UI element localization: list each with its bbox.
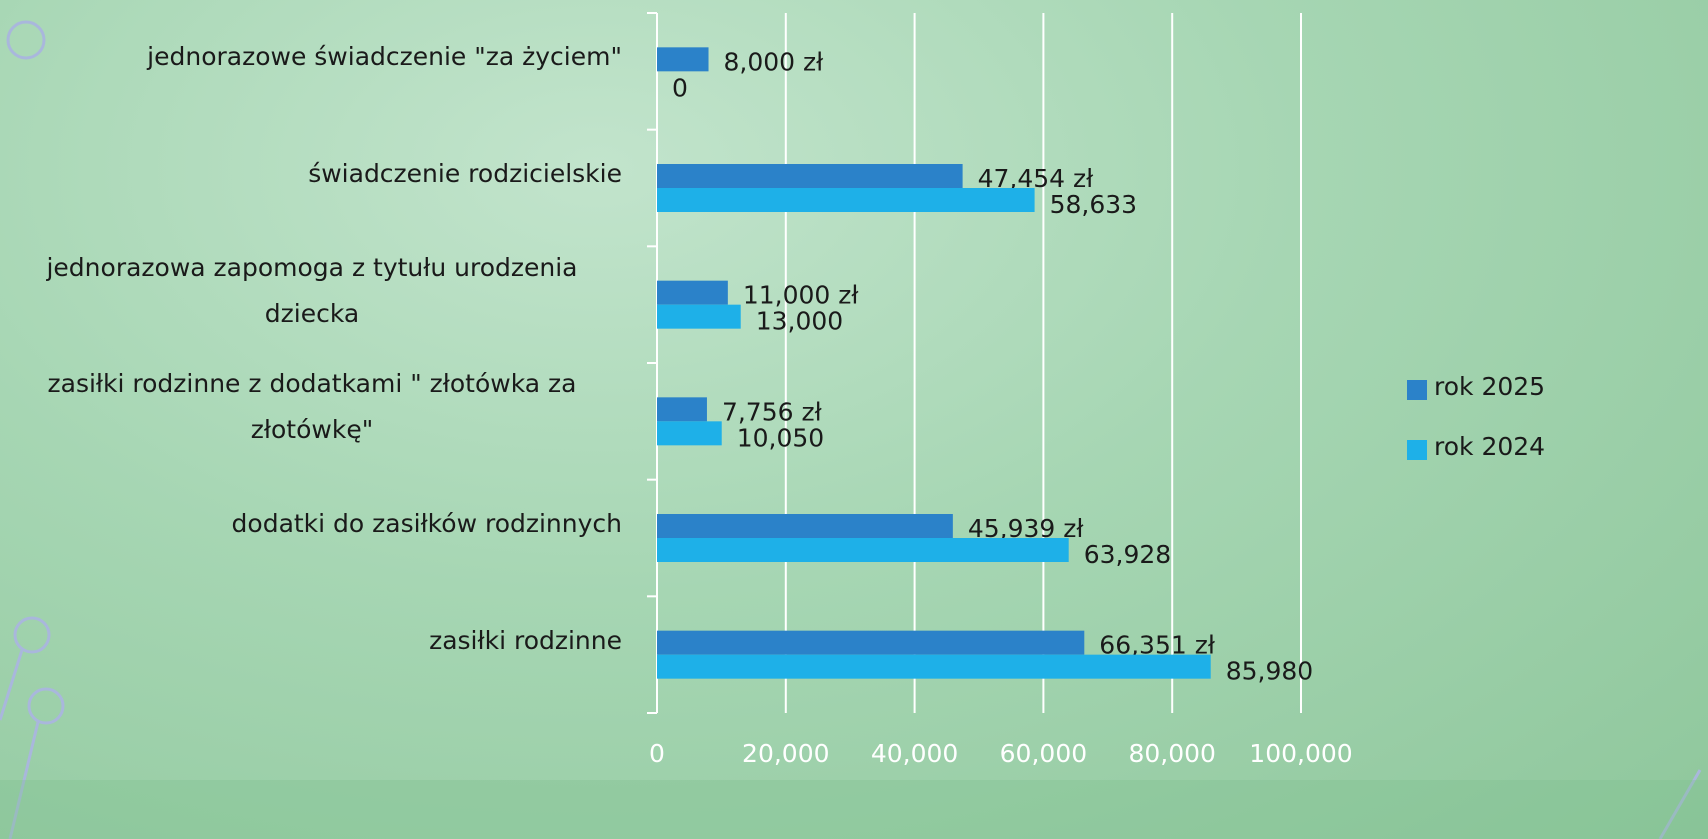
bar	[657, 164, 963, 188]
data-label: 13,000	[756, 307, 843, 336]
data-label: 7,756 zł	[722, 397, 823, 426]
legend-swatch	[1407, 440, 1427, 460]
bar	[657, 188, 1035, 212]
bar	[657, 514, 953, 538]
x-tick-label: 40,000	[871, 739, 958, 768]
bar	[657, 538, 1069, 562]
slide: 0 20,000 40,000 60,000 80,000 100,000 8,000 zł…	[0, 0, 1708, 839]
x-tick-label: 20,000	[742, 739, 829, 768]
data-label: 0	[672, 73, 688, 102]
data-label: 10,050	[737, 423, 824, 452]
bar	[657, 397, 707, 421]
bar	[657, 305, 741, 329]
legend-swatch	[1407, 380, 1427, 400]
data-label: 58,633	[1050, 190, 1137, 219]
bar	[657, 421, 722, 445]
x-tick-label: 80,000	[1128, 739, 1215, 768]
bar	[657, 281, 728, 305]
x-tick-label: 0	[649, 739, 665, 768]
data-label: 63,928	[1084, 540, 1171, 569]
bar	[657, 47, 709, 71]
category-label: zasiłki rodzinne	[429, 618, 622, 664]
data-label: 85,980	[1226, 657, 1313, 686]
data-label: 11,000 zł	[743, 281, 860, 310]
category-label: jednorazowa zapomoga z tytułu urodzenia …	[2, 245, 622, 337]
footer-band	[0, 780, 1708, 839]
legend-label: rok 2025	[1434, 372, 1545, 401]
bar	[657, 631, 1084, 655]
category-label: jednorazowe świadczenie "za życiem"	[147, 34, 622, 80]
bar	[657, 655, 1211, 679]
category-label: świadczenie rodzicielskie	[308, 151, 622, 197]
legend-label: rok 2024	[1434, 432, 1545, 461]
x-tick-label: 100,000	[1249, 739, 1352, 768]
x-tick-label: 60,000	[1000, 739, 1087, 768]
data-label: 8,000 zł	[724, 47, 825, 76]
category-label: dodatki do zasiłków rodzinnych	[232, 501, 622, 547]
category-label: zasiłki rodzinne z dodatkami " złotówka …	[2, 361, 622, 453]
